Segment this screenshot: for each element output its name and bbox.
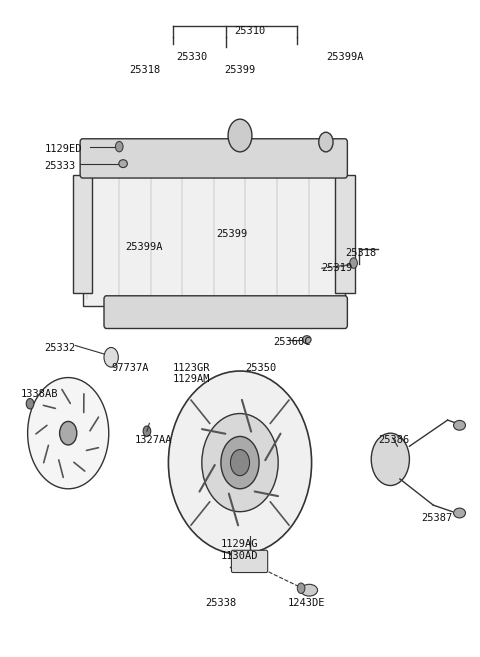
FancyArrowPatch shape — [74, 463, 85, 471]
Text: 25319: 25319 — [321, 263, 352, 273]
FancyArrowPatch shape — [200, 465, 215, 491]
Text: 1123GR: 1123GR — [173, 363, 211, 373]
Circle shape — [350, 258, 358, 268]
Circle shape — [60, 421, 77, 445]
Text: 1129AM: 1129AM — [173, 374, 211, 384]
Bar — [73, 175, 92, 292]
Text: 25318: 25318 — [345, 248, 376, 258]
Text: 1129AG: 1129AG — [221, 539, 258, 549]
FancyArrowPatch shape — [242, 400, 251, 432]
Circle shape — [28, 378, 109, 489]
Ellipse shape — [168, 371, 312, 555]
Text: 97737A: 97737A — [111, 363, 149, 373]
Text: 1338AB: 1338AB — [21, 389, 58, 399]
Bar — [83, 162, 345, 306]
FancyArrowPatch shape — [43, 405, 55, 409]
Text: 1129ED: 1129ED — [44, 144, 82, 154]
Text: 25399: 25399 — [224, 65, 256, 75]
Circle shape — [230, 449, 250, 476]
FancyArrowPatch shape — [90, 417, 98, 431]
Text: 25387: 25387 — [421, 513, 453, 523]
FancyArrowPatch shape — [265, 434, 280, 460]
Text: 25360C: 25360C — [274, 336, 311, 347]
FancyBboxPatch shape — [80, 139, 348, 178]
Text: 25386: 25386 — [378, 435, 409, 445]
FancyArrowPatch shape — [62, 390, 70, 403]
Text: 25332: 25332 — [44, 343, 75, 353]
Bar — [336, 175, 355, 292]
Circle shape — [221, 436, 259, 489]
Circle shape — [319, 132, 333, 152]
Ellipse shape — [119, 160, 127, 168]
Ellipse shape — [454, 420, 466, 430]
Ellipse shape — [454, 508, 466, 518]
Circle shape — [116, 141, 123, 152]
Text: 1130AD: 1130AD — [221, 551, 258, 560]
FancyArrowPatch shape — [229, 493, 238, 526]
Circle shape — [371, 433, 409, 486]
Text: 25399: 25399 — [216, 229, 247, 238]
Circle shape — [228, 119, 252, 152]
FancyArrowPatch shape — [44, 445, 48, 463]
Text: 25399A: 25399A — [326, 52, 364, 62]
Circle shape — [104, 348, 118, 367]
FancyArrowPatch shape — [255, 491, 278, 496]
FancyArrowPatch shape — [202, 429, 225, 434]
FancyBboxPatch shape — [104, 296, 348, 328]
FancyBboxPatch shape — [231, 551, 268, 572]
Text: 25333: 25333 — [44, 161, 75, 171]
Text: 25318: 25318 — [129, 65, 160, 75]
Text: 1327AA: 1327AA — [135, 435, 172, 445]
Circle shape — [297, 583, 305, 593]
FancyArrowPatch shape — [36, 425, 47, 434]
FancyArrowPatch shape — [59, 460, 63, 478]
Text: 25350: 25350 — [245, 363, 276, 373]
Text: 25338: 25338 — [205, 599, 237, 608]
Circle shape — [26, 399, 34, 409]
Ellipse shape — [301, 584, 318, 596]
Circle shape — [143, 426, 151, 436]
Text: 1243DE: 1243DE — [288, 599, 325, 608]
Text: 25330: 25330 — [177, 52, 208, 62]
Ellipse shape — [202, 413, 278, 512]
Text: 25310: 25310 — [234, 26, 265, 36]
FancyArrowPatch shape — [86, 447, 98, 451]
Ellipse shape — [302, 336, 311, 344]
Text: 25399A: 25399A — [125, 242, 163, 252]
